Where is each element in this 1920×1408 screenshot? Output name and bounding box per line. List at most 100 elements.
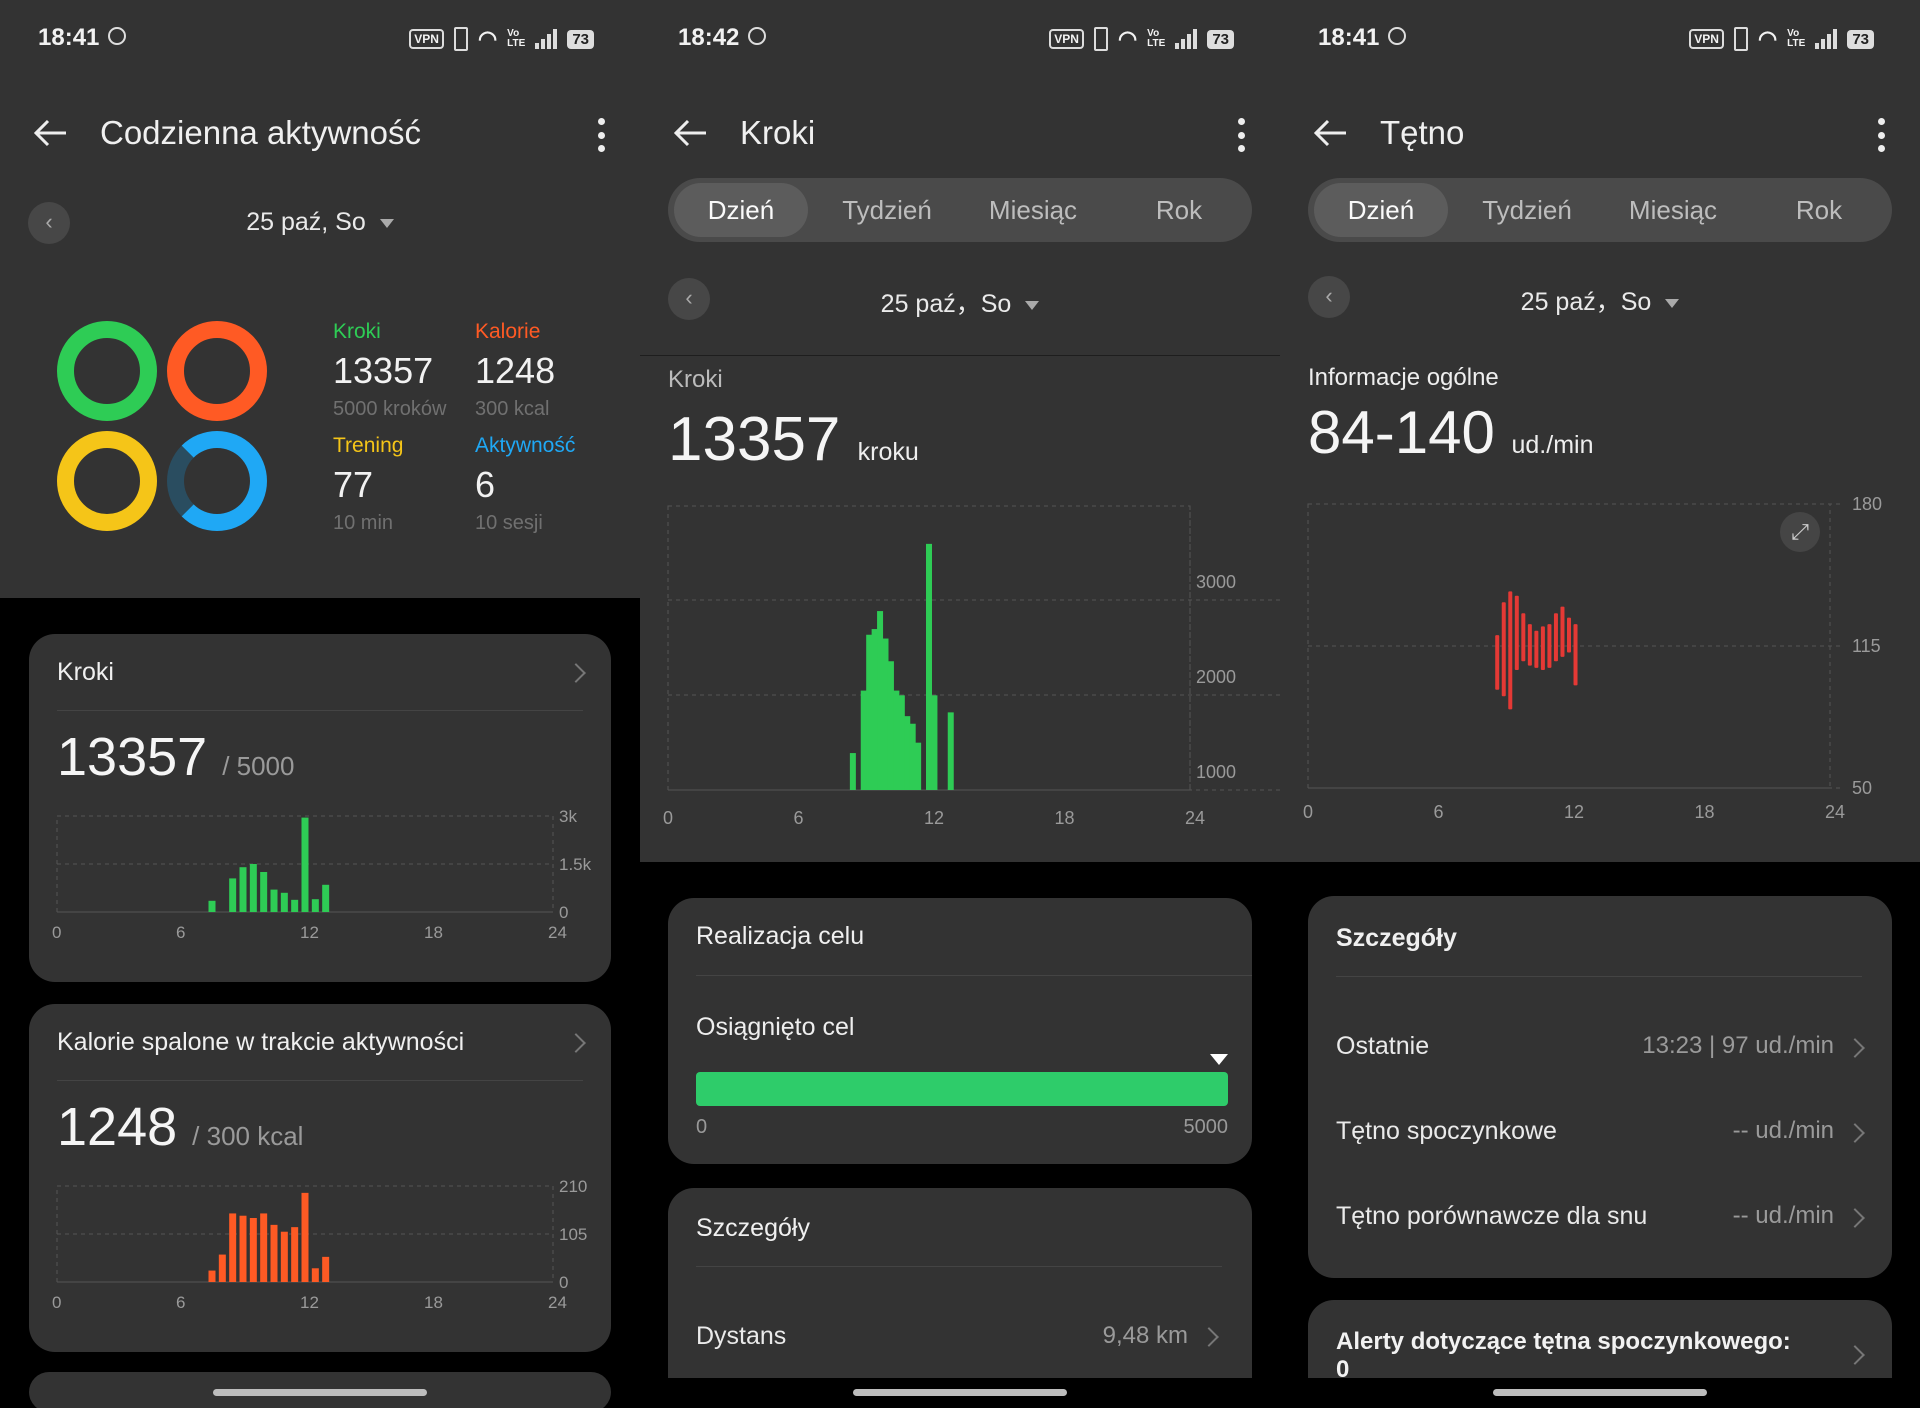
signal-icon: [535, 29, 558, 49]
status-bar: 18:42 VPN ◠ Vo LTE 73: [640, 0, 1280, 76]
more-options-icon[interactable]: [1876, 118, 1886, 152]
back-arrow-icon[interactable]: [30, 112, 72, 154]
dropdown-caret-icon: [379, 218, 394, 228]
more-options-icon[interactable]: [596, 118, 606, 152]
chevron-right-icon[interactable]: [1845, 1038, 1865, 1058]
expand-icon[interactable]: ⤢: [1780, 512, 1820, 552]
bar: [904, 716, 911, 790]
goal-status: Osiągnięto cel: [696, 1013, 855, 1041]
card-title: Szczegóły: [1336, 924, 1457, 952]
bar: [249, 864, 257, 912]
vibrate-icon: [453, 27, 468, 51]
hr-range-bar: [1501, 602, 1506, 697]
calories-mini-chart: 210 105 0 0 6 12 18 24: [52, 1177, 587, 1312]
home-indicator[interactable]: [853, 1389, 1067, 1396]
back-arrow-icon[interactable]: [1310, 112, 1352, 154]
tab-month[interactable]: Miesiąc: [988, 195, 1078, 225]
date-picker[interactable]: 25 paź, So: [28, 208, 612, 237]
steps-ring: [57, 321, 157, 421]
hr-range-bar: [1508, 591, 1513, 710]
stat-activity: Aktywność 6 10 sesji: [475, 434, 576, 534]
progress-min: 0: [696, 1116, 708, 1138]
y-tick-label: 2000: [1196, 667, 1236, 687]
bar: [311, 1268, 319, 1282]
activity-ring: [167, 431, 267, 531]
bar: [871, 629, 878, 790]
bar: [229, 1213, 237, 1282]
battery-icon: 73: [567, 29, 594, 49]
chevron-right-icon[interactable]: [1845, 1123, 1865, 1143]
bar: [280, 892, 288, 912]
back-arrow-icon[interactable]: [670, 112, 712, 154]
vpn-icon: VPN: [1689, 29, 1724, 49]
home-indicator[interactable]: [1493, 1389, 1707, 1396]
steps-card[interactable]: Kroki 13357 / 5000 3k 1.5k 0 0 6 12 18 24: [29, 634, 611, 982]
divider: [1336, 976, 1862, 977]
wifi-icon: ◠: [1757, 26, 1778, 51]
calories-card[interactable]: Kalorie spalone w trakcie aktywności 124…: [29, 1004, 611, 1352]
bar: [270, 1224, 278, 1282]
hr-range-bar: [1495, 635, 1500, 690]
x-tick-label: 12: [300, 1293, 319, 1312]
date-picker[interactable]: 25 paź，So: [1308, 282, 1892, 318]
tab-month[interactable]: Miesiąc: [1628, 195, 1718, 225]
y-tick-label: 0: [559, 903, 568, 922]
status-bar: 18:41 VPN ◠ Vo LTE 73: [0, 0, 640, 76]
tab-day[interactable]: Dzień: [1314, 183, 1448, 237]
bar: [270, 889, 278, 912]
page-title: Kroki: [740, 114, 816, 151]
steps-chart[interactable]: 3000 2000 1000 0 6 12 18 24: [640, 500, 1280, 840]
section-label: Kroki: [668, 366, 723, 393]
goal-progress-track: [696, 1072, 1228, 1106]
battery-icon: 73: [1847, 29, 1874, 49]
chevron-right-icon: [1845, 1345, 1865, 1365]
threads-icon: [108, 27, 126, 45]
bar: [260, 1213, 268, 1282]
status-time: 18:41: [38, 24, 100, 51]
stat-steps: Kroki 13357 5000 kroków: [333, 320, 447, 420]
detail-row-label: Ostatnie: [1336, 1032, 1430, 1060]
hr-range-bar: [1560, 606, 1565, 657]
bar: [882, 638, 889, 790]
bar: [229, 878, 237, 912]
bar: [218, 1254, 226, 1282]
volte-icon: Vo LTE: [1787, 28, 1806, 49]
hr-range-bar: [1534, 630, 1539, 668]
date-picker[interactable]: 25 paź，So: [668, 284, 1252, 320]
daily-activity-screen: 18:41 VPN ◠ Vo LTE 73 Codzienna aktywność…: [0, 0, 640, 1408]
more-options-icon[interactable]: [1236, 118, 1246, 152]
y-tick-label: 210: [559, 1177, 587, 1196]
y-tick-label: 50: [1852, 778, 1872, 798]
bar: [239, 1215, 247, 1282]
tab-year[interactable]: Rok: [1155, 195, 1203, 225]
chevron-right-icon[interactable]: [1199, 1327, 1219, 1347]
steps-mini-chart: 3k 1.5k 0 0 6 12 18 24: [52, 807, 592, 942]
stat-calories: Kalorie 1248 300 kcal: [475, 320, 556, 420]
detail-row-value: 13:23 | 97 ud./min: [1642, 1032, 1834, 1059]
tab-week[interactable]: Tydzień: [1482, 195, 1572, 225]
stat-training: Trening 77 10 min: [333, 434, 404, 534]
tab-week[interactable]: Tydzień: [842, 195, 932, 225]
x-tick-label: 6: [176, 923, 185, 942]
chevron-right-icon[interactable]: [1845, 1208, 1865, 1228]
volte-icon: Vo LTE: [507, 28, 526, 49]
tab-day[interactable]: Dzień: [674, 183, 808, 237]
tab-year[interactable]: Rok: [1795, 195, 1843, 225]
divider: [57, 710, 583, 711]
status-time: 18:41: [1318, 24, 1380, 51]
hr-range-bar: [1514, 595, 1519, 671]
y-tick-label: 1000: [1196, 762, 1236, 782]
heart-rate-chart[interactable]: 180 115 50 0 6 12 18 24: [1280, 490, 1920, 840]
date-selector: ‹ 25 paź，So: [1308, 276, 1892, 320]
bar: [893, 690, 900, 790]
prev-date-button[interactable]: ‹: [28, 202, 70, 244]
bar: [249, 1218, 257, 1282]
divider: [696, 975, 1252, 976]
x-tick-label: 24: [1825, 802, 1845, 822]
home-indicator[interactable]: [213, 1389, 427, 1396]
prev-date-button[interactable]: ‹: [1308, 276, 1350, 318]
bar: [866, 634, 873, 790]
prev-date-button[interactable]: ‹: [668, 278, 710, 320]
chevron-right-icon: [566, 1033, 586, 1053]
divider: [696, 1266, 1222, 1267]
